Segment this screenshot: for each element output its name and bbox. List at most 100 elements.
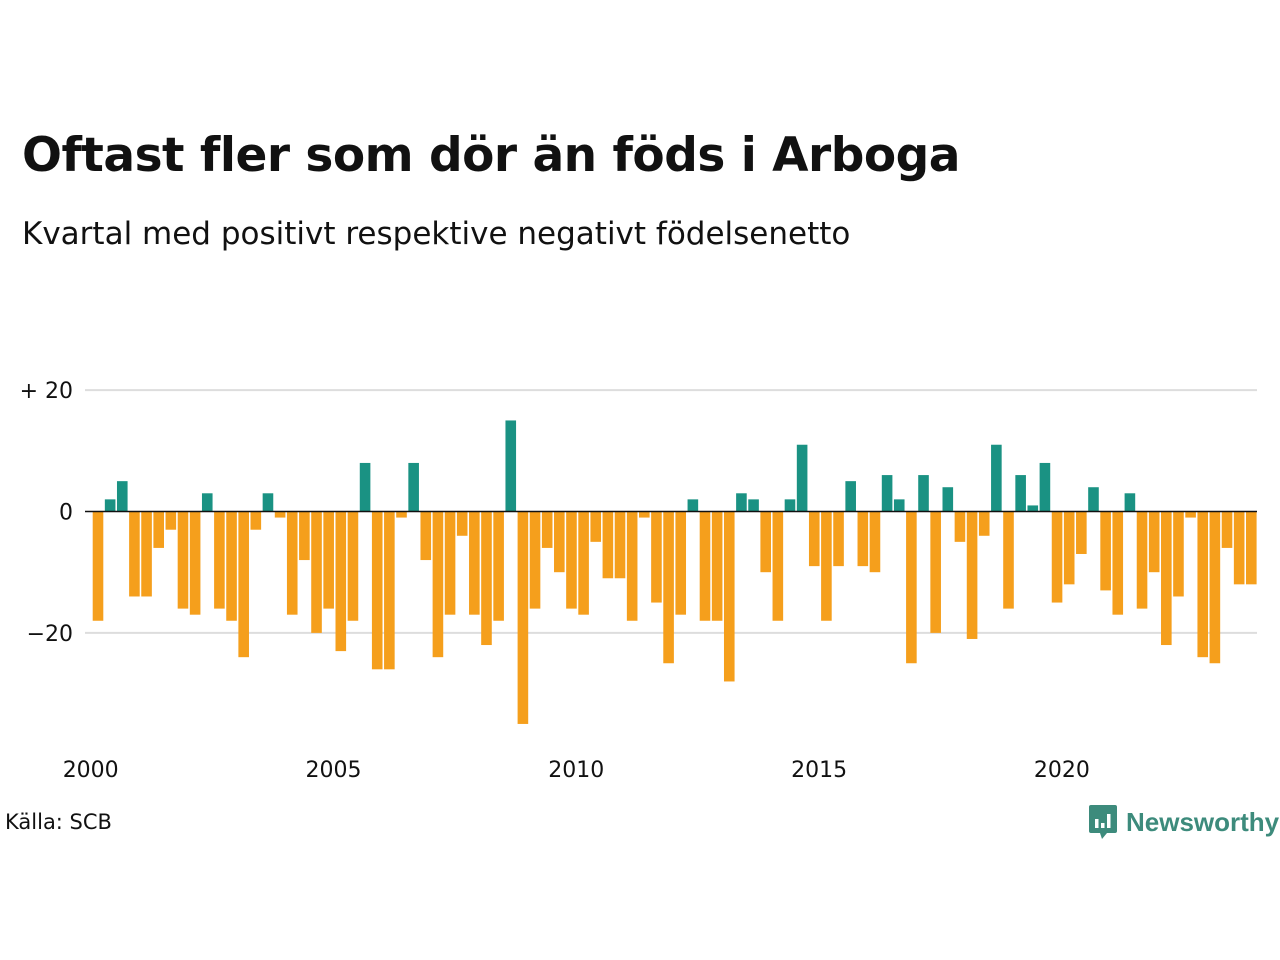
bar-negative [869,511,881,573]
bar-negative [456,511,468,536]
bar-negative [906,511,917,664]
bar-negative [1136,511,1148,609]
bar-negative [1112,511,1124,615]
x-tick-label: 2000 [63,758,119,783]
x-tick-label: 2005 [306,758,362,783]
bar-negative [639,511,650,518]
x-tick-label: 2015 [791,758,847,783]
bar-negative [602,511,614,579]
bar-negative [663,511,674,664]
bar-negative [274,511,286,518]
bar-negative [238,511,249,658]
bar-negative [517,511,529,724]
bar-negative [335,511,347,652]
bar-negative [723,511,735,682]
chart-title: Oftast fler som dör än föds i Arboga [22,128,961,183]
bar-negative [1233,511,1245,585]
bar-positive [942,487,954,512]
bar-negative [590,511,602,542]
bar-negative [626,511,638,621]
bar-positive [1027,505,1039,512]
bar-negative [833,511,844,567]
chat-bubble-bar-chart-icon [1089,805,1117,839]
y-tick-label: + 20 [20,379,73,404]
bar-negative [651,511,662,603]
source-note: Källa: SCB [5,810,112,834]
bar-negative [857,511,869,567]
chart-subtitle: Kvartal med positivt respektive negativt… [22,216,851,252]
bar-negative [578,511,589,615]
bar-negative [384,511,395,670]
y-tick-label: 0 [59,501,73,526]
bar-positive [991,444,1002,512]
bar-negative [481,511,492,646]
bar-negative [141,511,152,597]
bar-negative [444,511,456,615]
bar-negative [1076,511,1087,554]
bar-positive [881,475,893,512]
bar-positive [262,493,274,512]
bar-positive [1015,475,1026,512]
bar-negative [1197,511,1209,658]
bar-negative [214,511,225,609]
bar-negative [347,511,359,621]
bar-negative [469,511,480,615]
bar-negative [772,511,784,621]
bar-positive [116,481,128,512]
bar-negative [1100,511,1111,591]
bar-positive [736,493,747,512]
bar-negative [554,511,565,573]
bar-negative [966,511,978,639]
bar-negative [808,511,820,567]
bar-negative [420,511,432,561]
bar-positive [845,481,856,512]
bar-negative [1063,511,1075,585]
bar-negative [954,511,966,542]
bar-negative [1185,511,1196,518]
bar-positive [796,444,808,512]
bar-negative [129,511,140,597]
bar-negative [177,511,189,609]
bar-negative [1209,511,1221,664]
bar-negative [299,511,310,561]
x-tick-label: 2010 [548,758,604,783]
bar-negative [396,511,407,518]
bar-negative [1051,511,1063,603]
bar-positive [201,493,213,512]
bar-negative [711,511,723,621]
bar-negative [1148,511,1160,573]
bar-negative [250,511,262,530]
bar-negative [165,511,177,530]
x-tick-label: 2020 [1034,758,1090,783]
bar-positive [505,420,517,512]
bar-negative [541,511,553,548]
bar-positive [918,475,929,512]
bar-negative [978,511,990,536]
y-tick-label: −20 [27,622,73,647]
newsworthy-logo: Newsworthy [1088,804,1279,840]
bar-negative [92,511,104,621]
bar-negative [323,511,334,609]
bar-negative [311,511,322,633]
bar-negative [189,511,201,615]
bar-positive [893,499,905,512]
bar-positive [1039,462,1051,512]
bar-negative [760,511,771,573]
bar-negative [153,511,164,548]
bar-negative [930,511,941,633]
bar-positive [784,499,796,512]
bar-negative [699,511,711,621]
bar-positive [104,499,116,512]
bar-positive [1124,493,1136,512]
bar-negative [286,511,298,615]
bar-positive [1088,487,1099,512]
bar-positive [687,499,699,512]
bar-positive [359,462,371,512]
bar-negative [432,511,444,658]
bar-negative [1221,511,1233,548]
bar-negative [821,511,832,621]
bar-negative [1173,511,1184,597]
bar-positive [408,462,419,512]
bar-negative [493,511,504,621]
